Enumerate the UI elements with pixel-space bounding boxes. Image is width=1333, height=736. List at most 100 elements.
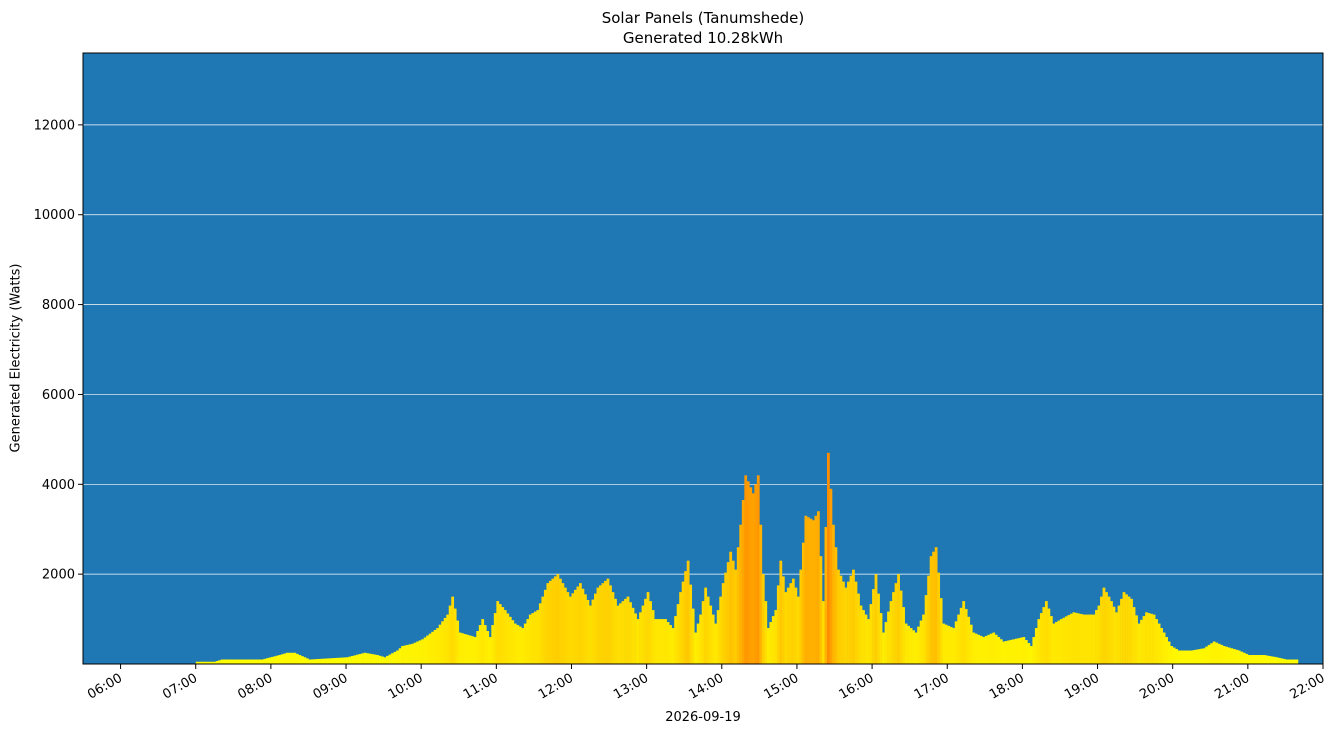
bar bbox=[847, 581, 850, 664]
chart-title: Solar Panels (Tanumshede) bbox=[601, 9, 805, 27]
bar bbox=[786, 587, 790, 664]
bar bbox=[218, 660, 222, 664]
bar bbox=[761, 574, 765, 664]
bar bbox=[453, 608, 457, 664]
bar bbox=[1034, 628, 1038, 664]
bar bbox=[566, 592, 570, 664]
bar bbox=[1112, 606, 1116, 664]
bar bbox=[914, 632, 918, 664]
bar bbox=[466, 634, 470, 664]
bar bbox=[929, 556, 933, 664]
bar bbox=[1085, 614, 1088, 664]
bar bbox=[310, 659, 314, 664]
bar bbox=[924, 595, 928, 664]
bar bbox=[313, 659, 317, 664]
bar bbox=[999, 639, 1003, 664]
bar bbox=[1290, 659, 1294, 664]
bar bbox=[516, 625, 520, 664]
bar bbox=[1095, 610, 1098, 664]
bar bbox=[1292, 659, 1296, 664]
bar bbox=[325, 658, 329, 664]
bar bbox=[629, 602, 632, 664]
bar bbox=[1120, 598, 1123, 664]
bar bbox=[233, 659, 237, 664]
bar bbox=[1029, 646, 1033, 664]
bar bbox=[1177, 650, 1181, 664]
bar bbox=[661, 619, 665, 664]
bar bbox=[927, 575, 931, 664]
bar bbox=[1047, 608, 1051, 664]
bar bbox=[867, 619, 870, 664]
bar bbox=[406, 644, 409, 664]
bar bbox=[503, 610, 507, 664]
bar bbox=[526, 619, 530, 664]
bar bbox=[784, 592, 788, 664]
bar bbox=[902, 607, 905, 664]
bars bbox=[195, 452, 1299, 664]
bar bbox=[579, 583, 582, 664]
bar bbox=[696, 623, 700, 664]
bar bbox=[378, 655, 382, 664]
plot-frame bbox=[82, 52, 1324, 665]
bar bbox=[358, 654, 362, 664]
bar bbox=[1044, 601, 1048, 664]
bar bbox=[463, 634, 467, 664]
bar bbox=[1130, 598, 1133, 664]
bar bbox=[614, 598, 617, 664]
bar bbox=[458, 632, 462, 664]
bar bbox=[486, 631, 490, 664]
bar bbox=[774, 610, 778, 664]
bar bbox=[689, 584, 693, 664]
bar bbox=[1069, 613, 1073, 664]
bar bbox=[959, 607, 963, 664]
bar bbox=[268, 657, 272, 664]
bar bbox=[1260, 655, 1264, 664]
bar bbox=[882, 632, 885, 664]
bar bbox=[874, 574, 878, 664]
bar bbox=[1275, 657, 1279, 664]
bar bbox=[1067, 615, 1071, 664]
bar bbox=[418, 640, 422, 664]
bar bbox=[1295, 659, 1299, 664]
bar bbox=[1127, 596, 1131, 664]
bar bbox=[391, 653, 394, 664]
bar bbox=[1122, 592, 1126, 664]
bar bbox=[912, 630, 915, 664]
bar bbox=[348, 656, 352, 664]
bar bbox=[508, 616, 512, 664]
bar bbox=[1135, 615, 1138, 664]
x-axis-label: 2026-09-19 bbox=[665, 710, 741, 725]
bar bbox=[922, 614, 925, 664]
x-tick-label: 11:00 bbox=[461, 671, 501, 703]
x-tick-label: 12:00 bbox=[536, 671, 576, 703]
bar bbox=[1197, 649, 1201, 664]
bar bbox=[1090, 614, 1093, 664]
bar bbox=[433, 629, 437, 664]
bar bbox=[1049, 616, 1053, 664]
bar bbox=[1200, 648, 1204, 664]
bar bbox=[573, 589, 577, 664]
bar bbox=[283, 653, 287, 664]
bar bbox=[521, 628, 525, 664]
bar bbox=[338, 657, 342, 664]
bar bbox=[238, 659, 242, 664]
bar bbox=[1230, 648, 1234, 664]
bar bbox=[1232, 649, 1236, 664]
bar bbox=[538, 603, 542, 664]
bar bbox=[1217, 643, 1221, 664]
bar bbox=[969, 624, 973, 664]
bar bbox=[373, 654, 377, 664]
bar bbox=[751, 493, 755, 664]
bar bbox=[273, 656, 277, 664]
plot-area bbox=[83, 53, 1323, 664]
bar bbox=[228, 659, 232, 664]
bar bbox=[401, 646, 404, 664]
bar bbox=[1202, 648, 1206, 664]
bar bbox=[346, 657, 349, 664]
bar bbox=[386, 655, 389, 664]
bar bbox=[383, 657, 387, 664]
x-tick-label: 15:00 bbox=[761, 671, 801, 703]
bar bbox=[431, 631, 435, 664]
bar bbox=[558, 578, 562, 664]
bar bbox=[298, 655, 302, 664]
